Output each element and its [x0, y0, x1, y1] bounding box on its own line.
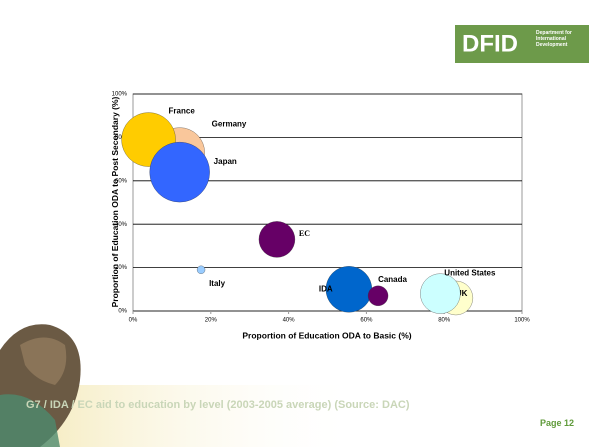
y-tick-label: 80%: [115, 135, 128, 141]
x-tick-label: 20%: [205, 318, 218, 324]
data-label: Japan: [214, 157, 237, 166]
data-label: France: [169, 107, 196, 116]
y-tick-label: 20%: [115, 265, 128, 271]
bubble: [367, 285, 389, 306]
y-tick-label: 0%: [118, 309, 127, 315]
y-tick-label: 40%: [115, 222, 128, 228]
page-number: Page 12: [539, 418, 574, 428]
y-axis-label: Proportion of Education ODA to Post Seco…: [110, 96, 120, 308]
photo: [0, 324, 81, 447]
logo: DFID: [462, 30, 518, 57]
x-axis-label: Proportion of Education ODA to Basic (%): [242, 330, 411, 340]
x-tick-label: 100%: [514, 318, 530, 324]
y-tick-label: 60%: [115, 178, 128, 184]
data-label: Canada: [378, 275, 407, 284]
data-label: Germany: [212, 120, 247, 129]
bubble: [258, 221, 296, 258]
logo-subtitle: Department for International Development: [536, 30, 572, 48]
data-label: IDA: [319, 284, 333, 293]
bubble: [420, 273, 461, 314]
data-label: UK: [456, 289, 468, 298]
y-tick-label: 100%: [112, 92, 128, 98]
x-tick-label: 60%: [360, 318, 373, 324]
x-tick-label: 80%: [438, 318, 451, 324]
logo-box: [455, 25, 589, 63]
plot-area: [132, 93, 523, 312]
data-label: EC: [299, 229, 310, 238]
x-tick-label: 40%: [283, 318, 296, 324]
data-label: Italy: [209, 279, 226, 288]
bubble: [325, 266, 373, 313]
x-tick-label: 0%: [129, 318, 138, 324]
logo-subtitle-box: Department for International Development: [536, 30, 572, 48]
data-label: United States: [444, 269, 496, 278]
bubble: [149, 141, 210, 203]
bubble: [196, 265, 206, 274]
caption: G7 / IDA / EC aid to education by level …: [26, 399, 410, 411]
